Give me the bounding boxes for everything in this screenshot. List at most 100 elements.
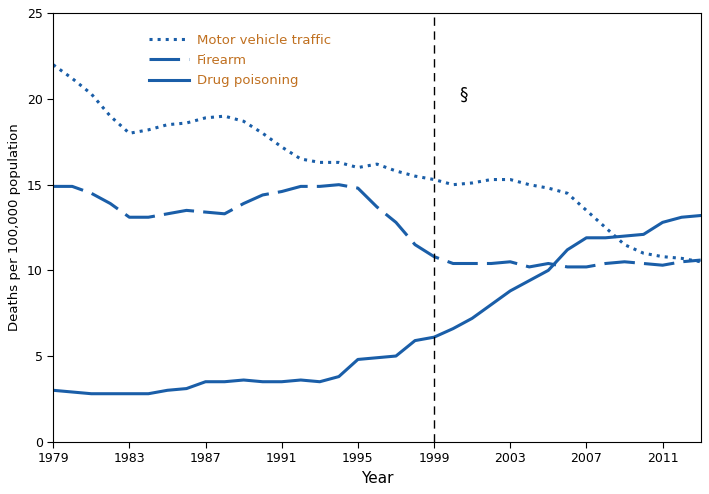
Motor vehicle traffic: [391, 168, 400, 174]
Motor vehicle traffic: [354, 165, 362, 170]
Drug poisoning: [335, 373, 343, 379]
Motor vehicle traffic: [506, 176, 515, 182]
Motor vehicle traffic: [620, 242, 629, 247]
Drug poisoning: [182, 386, 191, 392]
Motor vehicle traffic: [220, 113, 229, 119]
Drug poisoning: [582, 235, 591, 241]
Drug poisoning: [240, 377, 248, 383]
Drug poisoning: [487, 302, 496, 308]
Motor vehicle traffic: [335, 160, 343, 165]
Firearm: [296, 183, 305, 189]
Motor vehicle traffic: [563, 190, 571, 196]
Drug poisoning: [144, 391, 152, 397]
Drug poisoning: [49, 387, 57, 393]
Drug poisoning: [640, 231, 648, 237]
Drug poisoning: [201, 379, 210, 385]
Y-axis label: Deaths per 100,000 population: Deaths per 100,000 population: [9, 124, 21, 331]
Motor vehicle traffic: [411, 173, 419, 179]
Motor vehicle traffic: [296, 156, 305, 162]
Motor vehicle traffic: [258, 130, 267, 136]
Drug poisoning: [525, 278, 534, 284]
Drug poisoning: [506, 288, 515, 294]
Firearm: [620, 259, 629, 265]
Motor vehicle traffic: [163, 122, 172, 127]
Drug poisoning: [316, 379, 324, 385]
Motor vehicle traffic: [240, 119, 248, 124]
Firearm: [87, 190, 96, 196]
Motor vehicle traffic: [277, 144, 286, 150]
Firearm: [640, 260, 648, 266]
Drug poisoning: [659, 219, 667, 225]
Drug poisoning: [68, 389, 77, 395]
Drug poisoning: [373, 355, 381, 361]
Firearm: [582, 264, 591, 270]
Firearm: [487, 260, 496, 266]
Firearm: [563, 264, 571, 270]
Firearm: [240, 201, 248, 206]
Firearm: [525, 264, 534, 270]
Motor vehicle traffic: [640, 250, 648, 256]
Firearm: [468, 260, 476, 266]
Motor vehicle traffic: [449, 182, 457, 188]
Motor vehicle traffic: [373, 161, 381, 167]
Firearm: [220, 211, 229, 217]
Drug poisoning: [125, 391, 133, 397]
Drug poisoning: [296, 377, 305, 383]
Motor vehicle traffic: [201, 115, 210, 121]
Text: §: §: [459, 85, 467, 103]
Firearm: [335, 182, 343, 188]
Motor vehicle traffic: [430, 176, 438, 182]
Drug poisoning: [601, 235, 610, 241]
Firearm: [144, 214, 152, 220]
Firearm: [68, 183, 77, 189]
Firearm: [106, 201, 115, 206]
Drug poisoning: [430, 334, 438, 340]
Firearm: [544, 260, 552, 266]
Motor vehicle traffic: [677, 255, 686, 261]
Firearm: [316, 183, 324, 189]
Firearm: [391, 219, 400, 225]
Motor vehicle traffic: [582, 207, 591, 213]
Line: Firearm: Firearm: [53, 185, 700, 267]
Motor vehicle traffic: [525, 182, 534, 188]
Motor vehicle traffic: [182, 120, 191, 126]
Motor vehicle traffic: [544, 185, 552, 191]
Motor vehicle traffic: [316, 160, 324, 165]
Firearm: [659, 262, 667, 268]
Line: Motor vehicle traffic: Motor vehicle traffic: [53, 65, 700, 262]
Motor vehicle traffic: [487, 176, 496, 182]
Firearm: [125, 214, 133, 220]
Drug poisoning: [220, 379, 229, 385]
Firearm: [449, 260, 457, 266]
Drug poisoning: [468, 315, 476, 321]
Drug poisoning: [449, 326, 457, 331]
Drug poisoning: [391, 353, 400, 359]
Drug poisoning: [87, 391, 96, 397]
Drug poisoning: [258, 379, 267, 385]
Legend: Motor vehicle traffic, Firearm, Drug poisoning: Motor vehicle traffic, Firearm, Drug poi…: [144, 29, 336, 92]
Drug poisoning: [620, 233, 629, 239]
Drug poisoning: [677, 214, 686, 220]
Drug poisoning: [544, 267, 552, 273]
Firearm: [182, 207, 191, 213]
Motor vehicle traffic: [601, 225, 610, 231]
Drug poisoning: [106, 391, 115, 397]
Firearm: [411, 242, 419, 247]
Motor vehicle traffic: [659, 254, 667, 260]
Firearm: [163, 211, 172, 217]
Drug poisoning: [411, 337, 419, 343]
Firearm: [430, 254, 438, 260]
Motor vehicle traffic: [106, 113, 115, 119]
Drug poisoning: [277, 379, 286, 385]
X-axis label: Year: Year: [361, 471, 393, 486]
Drug poisoning: [563, 247, 571, 253]
Firearm: [373, 204, 381, 210]
Firearm: [277, 189, 286, 195]
Line: Drug poisoning: Drug poisoning: [53, 215, 700, 394]
Drug poisoning: [696, 212, 705, 218]
Drug poisoning: [354, 357, 362, 363]
Motor vehicle traffic: [144, 127, 152, 133]
Motor vehicle traffic: [696, 259, 705, 265]
Motor vehicle traffic: [125, 130, 133, 136]
Firearm: [49, 183, 57, 189]
